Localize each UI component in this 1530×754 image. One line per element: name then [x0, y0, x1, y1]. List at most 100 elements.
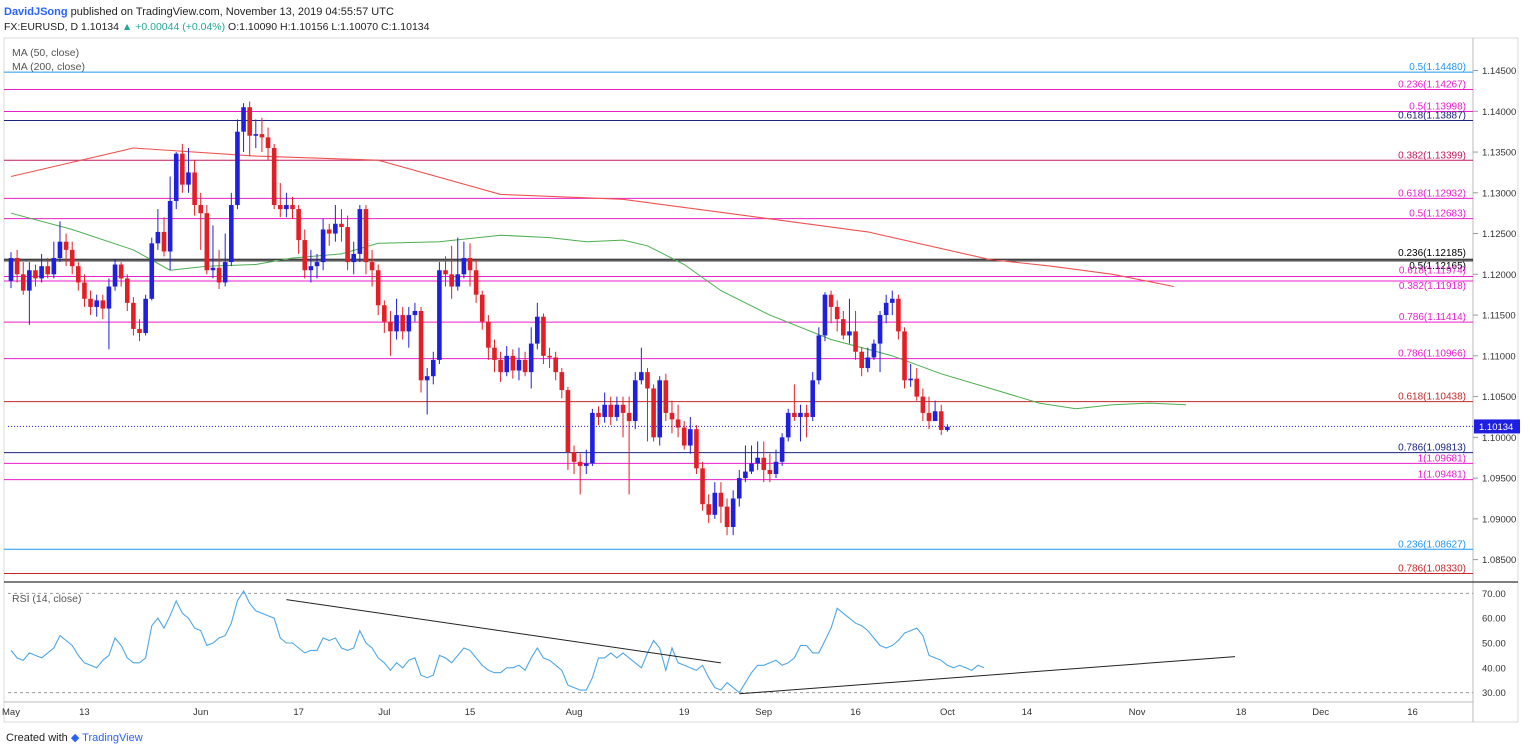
candle-body [883, 302, 889, 316]
candle [271, 143, 277, 210]
candle-body [229, 205, 234, 263]
price-tick-label: 1.10500 [1482, 392, 1516, 403]
candle [522, 351, 528, 377]
candle-body [271, 147, 277, 206]
candle-body [761, 457, 767, 470]
candle [357, 205, 363, 263]
moving-averages [10, 147, 1187, 410]
candle-body [902, 331, 907, 381]
fib-level-label: 0.618(1.11974) [1399, 265, 1466, 276]
candle-body [620, 404, 626, 413]
time-tick-label: 15 [465, 707, 476, 718]
candle-body [333, 223, 338, 234]
candle [265, 127, 271, 161]
candle [247, 101, 252, 157]
time-tick-label: Jun [193, 707, 208, 718]
candle [173, 152, 179, 210]
candle [186, 147, 191, 193]
price-tick-label: 1.09000 [1482, 514, 1516, 525]
candle [204, 205, 210, 275]
candle [106, 278, 112, 350]
candle [577, 453, 583, 495]
candle [216, 249, 222, 289]
candle-body [853, 331, 858, 352]
candle-body [565, 390, 571, 453]
candle-body [602, 404, 607, 417]
candle [479, 290, 485, 330]
candle [663, 373, 669, 422]
candle [694, 425, 699, 475]
candle [908, 363, 913, 387]
candle-body [847, 331, 852, 336]
candle [430, 351, 436, 385]
candle-body [571, 452, 577, 462]
candle-body [608, 404, 614, 417]
candle-body [681, 427, 687, 446]
candle [443, 256, 448, 287]
candle [700, 461, 705, 511]
candle [192, 160, 197, 216]
candle-body [192, 172, 197, 206]
fib-level-label: 0.786(1.10966) [1398, 349, 1466, 360]
candle [88, 290, 93, 316]
candle-body [516, 359, 522, 371]
candle-body [265, 137, 271, 148]
candle [382, 300, 387, 334]
fib-level-label: 0.5(1.12683) [1409, 209, 1466, 220]
time-tick-label: May [2, 707, 20, 718]
price-tick-label: 1.11500 [1482, 311, 1516, 322]
candle-body [871, 343, 877, 358]
candle-body [88, 298, 93, 307]
candle [137, 319, 142, 342]
candle [810, 372, 816, 422]
candle [945, 424, 950, 432]
candle [82, 274, 87, 307]
price-change: ▲ +0.00044 (+0.04%) [121, 21, 226, 33]
candle-body [859, 351, 864, 369]
fib-level-label: 0.618(1.10438) [1398, 392, 1466, 403]
candle-body [388, 321, 393, 332]
candle [583, 449, 589, 475]
candle-body [718, 492, 724, 507]
candle [333, 205, 338, 242]
candle [602, 392, 607, 423]
candle-body [137, 328, 142, 334]
candle-body [430, 359, 436, 377]
candle [345, 215, 350, 271]
candle-body [651, 388, 656, 438]
tradingview-brand[interactable]: TradingView [82, 732, 143, 744]
candle-body [749, 463, 754, 472]
author-name[interactable]: DavidJSong [4, 6, 68, 18]
candle-body [908, 378, 913, 381]
candle [657, 376, 663, 446]
candle [841, 311, 846, 340]
candle [94, 294, 99, 317]
candle [437, 262, 442, 364]
candle-body [339, 223, 344, 228]
candle [149, 237, 155, 301]
candle-body [467, 258, 473, 271]
candle [369, 249, 375, 287]
tradingview-logo-icon[interactable]: ◆ [70, 732, 80, 744]
candle-body [755, 457, 760, 464]
candle [528, 327, 534, 389]
candle [375, 264, 381, 316]
candle [632, 372, 638, 430]
candle [424, 368, 430, 415]
price-axis: 1.14500 1.14000 1.13500 1.13000 1.12500 1.120… [1473, 66, 1516, 566]
candle-body [510, 355, 516, 371]
candle-body [828, 294, 834, 307]
candle-body [932, 411, 938, 422]
candle [816, 327, 822, 385]
fib-level-label: 0.786(1.08330) [1398, 563, 1466, 574]
candle [20, 262, 26, 295]
candle [290, 196, 295, 219]
candle [69, 241, 75, 275]
price-tick-label: 1.14000 [1482, 107, 1516, 118]
candle-body [914, 378, 920, 397]
candle [449, 245, 454, 299]
candle [27, 262, 32, 325]
candle [798, 404, 803, 442]
ohlc-values: O:1.10090 H:1.10156 L:1.10070 C:1.10134 [228, 21, 430, 33]
